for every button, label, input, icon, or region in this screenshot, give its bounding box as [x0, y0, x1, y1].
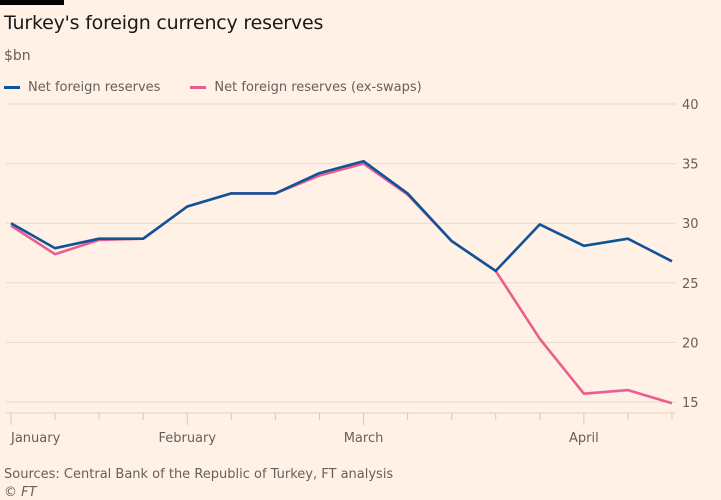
source-note: Sources: Central Bank of the Republic of… — [4, 467, 393, 482]
y-tick-label-35: 35 — [682, 158, 699, 173]
y-tick-label-25: 25 — [682, 277, 699, 292]
copyright: © FT — [4, 485, 37, 500]
y-tick-label-15: 15 — [682, 396, 699, 411]
y-tick-label-40: 40 — [682, 98, 699, 113]
x-tick-label-april: April — [569, 431, 599, 446]
series-line-ex-swaps — [11, 164, 672, 404]
series-line-net-reserves — [11, 161, 672, 271]
x-tick-label-march: March — [344, 431, 384, 446]
y-tick-label-30: 30 — [682, 217, 699, 232]
y-tick-label-20: 20 — [682, 336, 699, 351]
x-tick-label-january: January — [10, 431, 61, 446]
x-tick-label-february: February — [158, 431, 216, 446]
